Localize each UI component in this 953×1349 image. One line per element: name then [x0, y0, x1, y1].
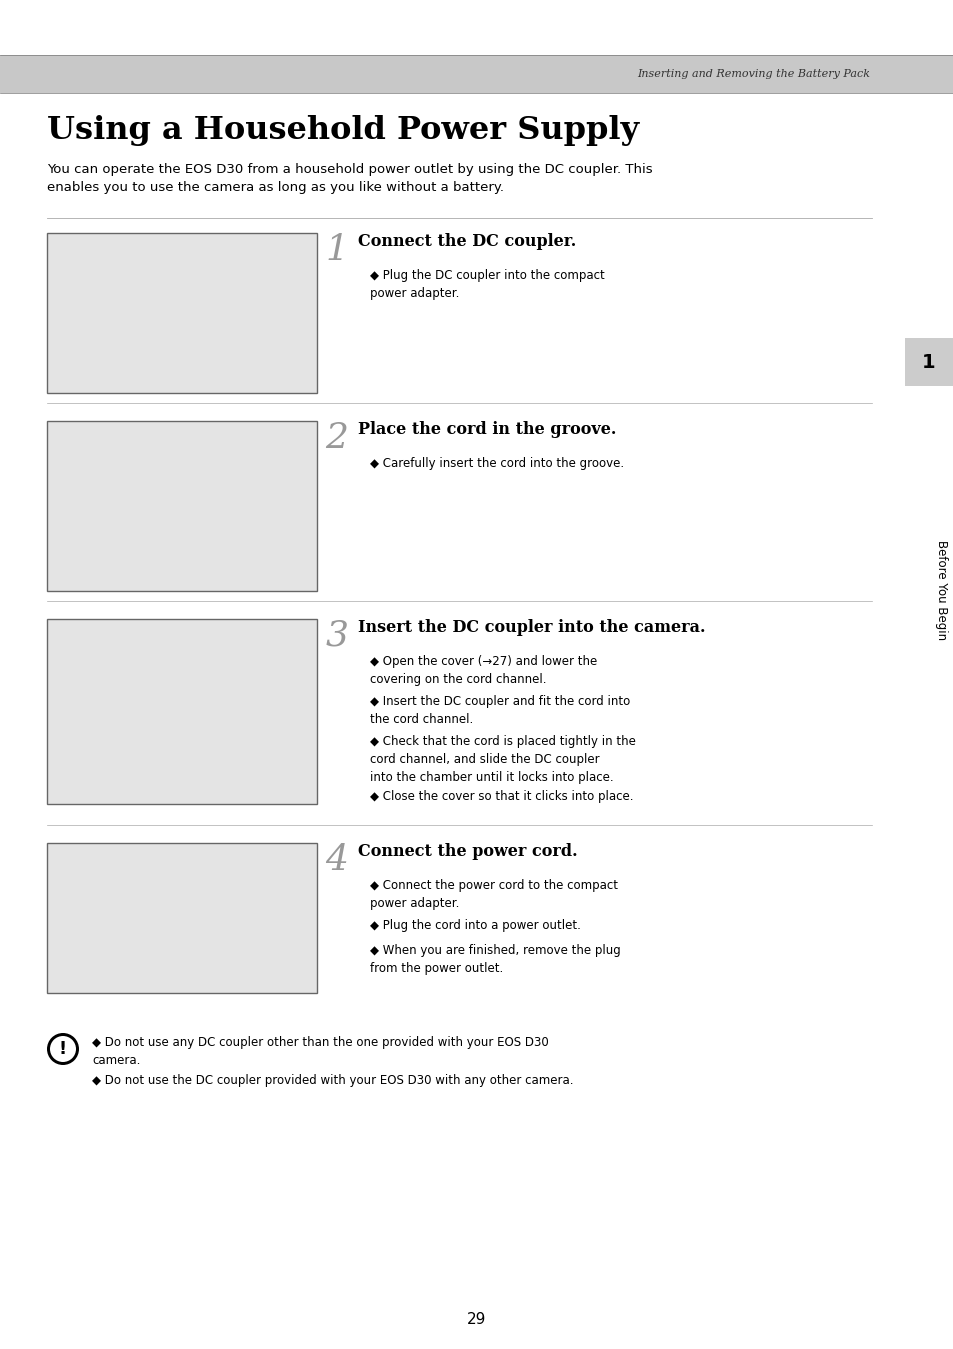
Text: 1: 1 — [325, 233, 348, 267]
Text: Place the cord in the groove.: Place the cord in the groove. — [357, 421, 616, 438]
Text: You can operate the EOS D30 from a household power outlet by using the DC couple: You can operate the EOS D30 from a house… — [47, 163, 652, 194]
Text: ◆ Plug the cord into a power outlet.: ◆ Plug the cord into a power outlet. — [370, 919, 580, 932]
Text: 1: 1 — [922, 352, 935, 371]
Text: ◆ Do not use any DC coupler other than the one provided with your EOS D30
camera: ◆ Do not use any DC coupler other than t… — [91, 1036, 548, 1067]
Text: 2: 2 — [325, 421, 348, 455]
Bar — [904, 339, 953, 386]
Bar — [47, 843, 316, 993]
Text: Inserting and Removing the Battery Pack: Inserting and Removing the Battery Pack — [637, 69, 869, 80]
Text: 4: 4 — [325, 843, 348, 877]
Bar — [47, 233, 316, 393]
Text: Connect the power cord.: Connect the power cord. — [357, 843, 577, 861]
Text: ◆ Insert the DC coupler and fit the cord into
the cord channel.: ◆ Insert the DC coupler and fit the cord… — [370, 695, 630, 726]
Text: 3: 3 — [325, 619, 348, 653]
Text: Connect the DC coupler.: Connect the DC coupler. — [357, 233, 576, 250]
Text: ◆ When you are finished, remove the plug
from the power outlet.: ◆ When you are finished, remove the plug… — [370, 944, 620, 975]
Text: ◆ Plug the DC coupler into the compact
power adapter.: ◆ Plug the DC coupler into the compact p… — [370, 268, 604, 299]
Bar — [47, 421, 316, 591]
Text: ◆ Check that the cord is placed tightly in the
cord channel, and slide the DC co: ◆ Check that the cord is placed tightly … — [370, 735, 636, 784]
Text: ◆ Close the cover so that it clicks into place.: ◆ Close the cover so that it clicks into… — [370, 791, 633, 803]
Text: 29: 29 — [467, 1313, 486, 1327]
Text: ◆ Connect the power cord to the compact
power adapter.: ◆ Connect the power cord to the compact … — [370, 880, 618, 911]
Circle shape — [50, 1036, 76, 1062]
Text: ◆ Do not use the DC coupler provided with your EOS D30 with any other camera.: ◆ Do not use the DC coupler provided wit… — [91, 1074, 573, 1087]
Text: Insert the DC coupler into the camera.: Insert the DC coupler into the camera. — [357, 619, 705, 635]
Text: Before You Begin: Before You Begin — [935, 540, 947, 639]
Bar — [0, 55, 953, 93]
Circle shape — [47, 1033, 79, 1064]
Text: ◆ Carefully insert the cord into the groove.: ◆ Carefully insert the cord into the gro… — [370, 457, 623, 469]
Bar — [47, 619, 316, 804]
Text: Using a Household Power Supply: Using a Household Power Supply — [47, 115, 639, 146]
Text: !: ! — [59, 1040, 67, 1058]
Text: ◆ Open the cover (→27) and lower the
covering on the cord channel.: ◆ Open the cover (→27) and lower the cov… — [370, 656, 597, 687]
